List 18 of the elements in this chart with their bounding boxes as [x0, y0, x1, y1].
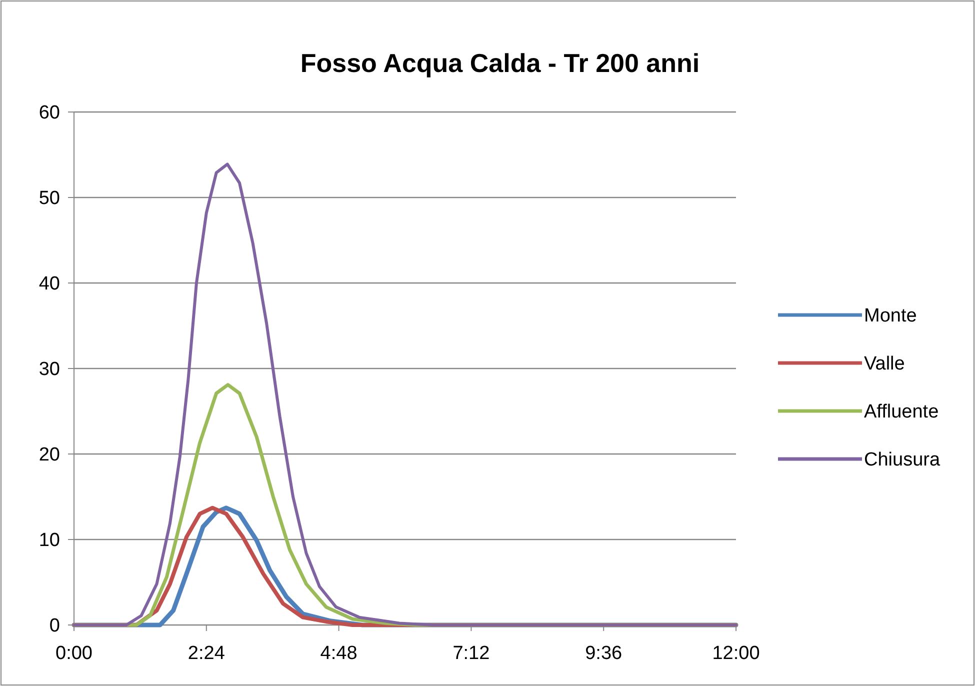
x-tick-label: 4:48 — [320, 643, 358, 664]
legend-label: Monte — [864, 306, 917, 327]
y-tick-label: 50 — [38, 188, 60, 210]
y-tick-label: 0 — [49, 616, 60, 637]
x-tick-label: 0:00 — [56, 643, 92, 664]
x-tick-label: 9:36 — [585, 643, 622, 664]
legend-label: Affluente — [864, 402, 939, 423]
y-tick-label: 40 — [38, 274, 60, 295]
x-tick-label: 12:00 — [712, 643, 760, 664]
chart-title: Fosso Acqua Calda - Tr 200 anni — [300, 48, 700, 78]
y-tick-label: 10 — [38, 530, 60, 552]
y-tick-label: 20 — [38, 444, 60, 466]
legend-label: Chiusura — [864, 450, 940, 471]
y-tick-label: 30 — [38, 359, 60, 380]
x-tick-label: 2:24 — [188, 643, 226, 664]
x-tick-label: 7:12 — [452, 643, 490, 664]
y-tick-label: 60 — [38, 102, 60, 124]
legend-label: Valle — [864, 354, 905, 375]
